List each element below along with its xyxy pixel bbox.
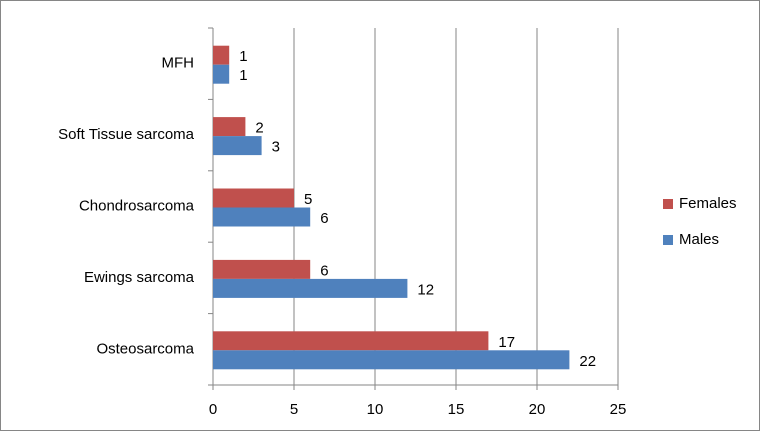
y-tick-label: Chondrosarcoma: [79, 197, 195, 214]
data-label: 5: [304, 191, 312, 208]
y-tick-label: Soft Tissue sarcoma: [58, 126, 195, 143]
data-label: 1: [239, 67, 247, 84]
legend-label: Males: [679, 231, 719, 248]
bar: [213, 188, 294, 208]
legend-label: Females: [679, 195, 737, 212]
data-label: 1: [239, 48, 247, 65]
x-tick-label: 0: [209, 401, 217, 418]
bar: [213, 136, 262, 156]
data-label: 12: [417, 281, 434, 298]
x-tick-label: 15: [448, 401, 465, 418]
bar: [213, 45, 230, 65]
data-label: 22: [579, 353, 596, 370]
legend-swatch: [663, 235, 673, 245]
data-label: 6: [320, 262, 328, 279]
bar: [213, 207, 311, 227]
legend-swatch: [663, 199, 673, 209]
data-label: 2: [255, 120, 263, 137]
x-tick-label: 10: [367, 401, 384, 418]
bar: [213, 331, 489, 351]
data-label: 17: [498, 334, 515, 351]
x-tick-label: 5: [290, 401, 298, 418]
bar: [213, 64, 230, 84]
bar: [213, 259, 311, 279]
data-label: 3: [272, 139, 280, 156]
y-tick-label: Ewings sarcoma: [84, 269, 195, 286]
bar: [213, 278, 408, 298]
x-tick-label: 20: [529, 401, 546, 418]
y-tick-label: MFH: [162, 55, 195, 72]
x-tick-label: 25: [610, 401, 627, 418]
data-label: 6: [320, 210, 328, 227]
bar: [213, 350, 570, 370]
y-tick-label: Osteosarcoma: [96, 340, 194, 357]
bar: [213, 117, 246, 137]
